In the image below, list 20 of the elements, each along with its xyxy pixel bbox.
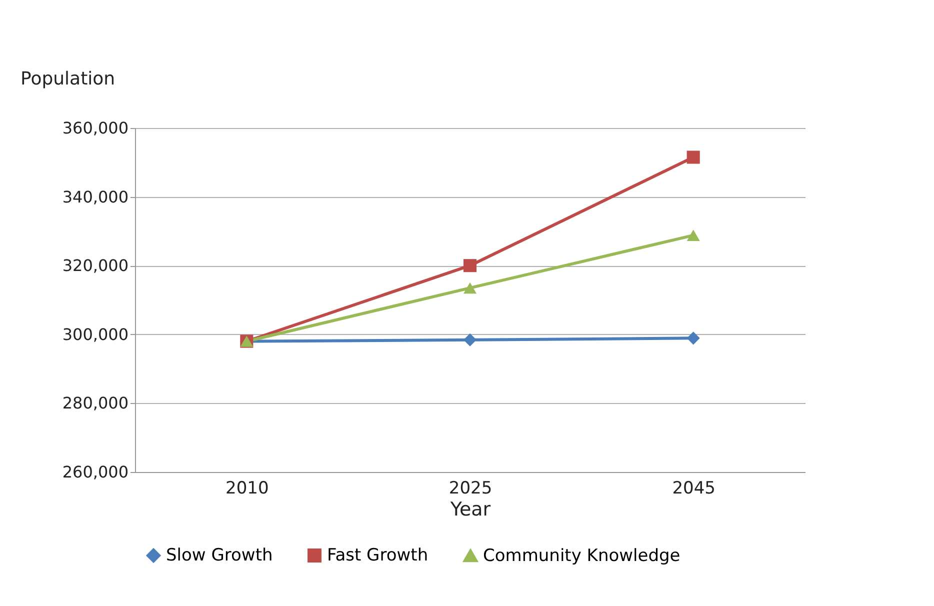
- point: [686, 230, 700, 241]
- point: [463, 282, 477, 294]
- y-tick-label: 260,000: [62, 462, 128, 482]
- y-axis-title: Population: [20, 68, 116, 90]
- point: [686, 332, 700, 345]
- x-tick-label: 2045: [672, 478, 716, 498]
- y-tick-label: 300,000: [62, 324, 128, 344]
- x-axis-title: Year: [449, 498, 491, 520]
- point: [463, 333, 477, 346]
- y-tick-label: 340,000: [62, 187, 128, 206]
- legend-label: Slow Growth: [166, 546, 273, 566]
- point: [686, 150, 700, 164]
- point: [463, 259, 477, 272]
- y-tick-label: 360,000: [62, 118, 128, 138]
- legend-label: Fast Growth: [327, 546, 428, 566]
- y-tick-label: 320,000: [62, 256, 128, 276]
- legend-label: Community Knowledge: [483, 546, 680, 566]
- x-tick-label: 2025: [448, 478, 492, 498]
- x-tick-label: 2010: [226, 478, 269, 498]
- y-tick-label: 280,000: [62, 394, 128, 413]
